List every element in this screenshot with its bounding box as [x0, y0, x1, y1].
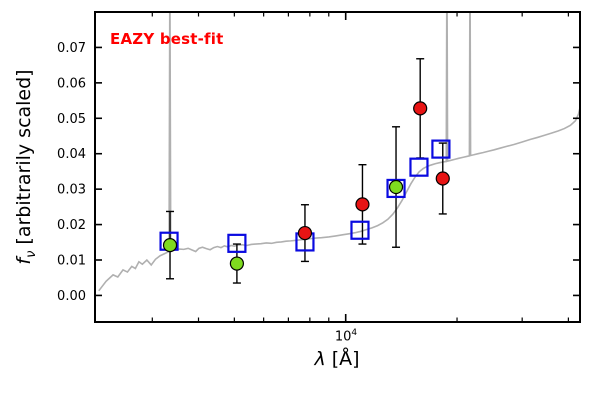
- model-photometry-square: [431, 139, 451, 159]
- observed-point-red: [297, 225, 313, 241]
- observed-point-red: [355, 197, 370, 212]
- y-axis-label: fν [arbitrarily scaled]: [13, 69, 39, 264]
- y-axis-label-rest: [arbitrarily scaled]: [13, 69, 36, 251]
- axes-frame: [94, 11, 581, 323]
- x-tick-label-1e4: 104: [335, 328, 357, 344]
- plot-area: [98, 12, 580, 292]
- x-axis-label-rest: [Å]: [325, 348, 360, 370]
- observed-photometry-red-points: [297, 101, 450, 241]
- y-axis-subscript: ν: [23, 250, 39, 258]
- observed-point-green: [162, 238, 178, 253]
- model-photometry-square: [409, 157, 429, 177]
- observed-point-green: [388, 179, 404, 195]
- observed-photometry-green-points: [162, 179, 404, 271]
- x-tick-exponent: 4: [351, 328, 358, 338]
- y-tick-label: 0.02: [57, 218, 86, 233]
- y-tick-label: 0.01: [57, 254, 86, 269]
- y-tick-label: 0.04: [57, 147, 86, 162]
- observed-point-red: [435, 171, 450, 186]
- best-fit-annotation: EAZY best-fit: [110, 30, 224, 48]
- observed-point-red: [413, 101, 428, 116]
- y-tick-label: 0.03: [57, 183, 86, 198]
- x-axis-symbol: λ: [314, 348, 326, 370]
- y-tick-label: 0.00: [57, 289, 86, 304]
- model-photometry-square: [350, 220, 370, 240]
- y-axis-symbol: f: [13, 257, 36, 265]
- axis-ticks: 0.00 0.01 0.02 0.03 0.04 0.05 0.06 0.07: [57, 12, 580, 322]
- y-tick-label: 0.07: [57, 41, 86, 56]
- best-fit-annotation-text: EAZY best-fit: [110, 30, 224, 48]
- y-tick-label: 0.06: [57, 76, 86, 91]
- observed-point-green: [229, 256, 245, 271]
- model-photometry-square: [227, 233, 247, 253]
- x-tick-base: 10: [334, 329, 352, 345]
- y-tick-label: 0.05: [57, 112, 86, 127]
- x-axis-label: λ [Å]: [314, 348, 359, 370]
